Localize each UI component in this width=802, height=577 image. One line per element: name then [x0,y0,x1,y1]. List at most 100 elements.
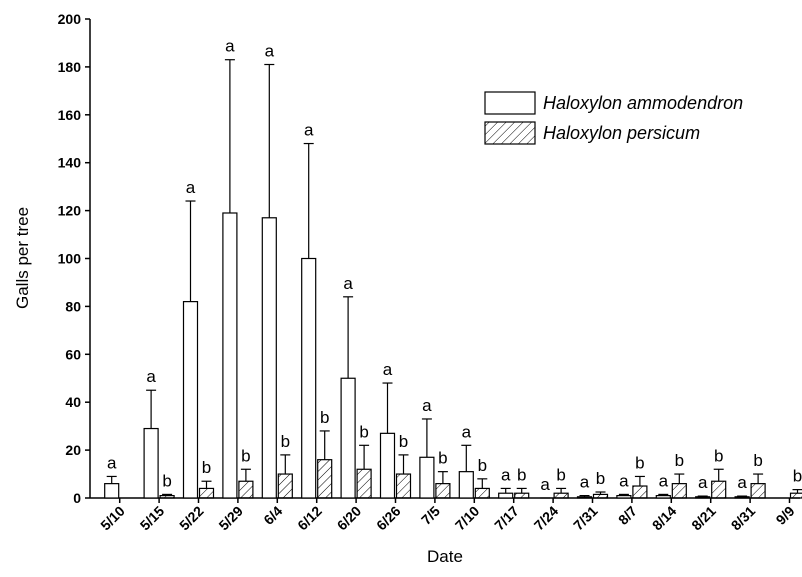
x-tick-label: 6/12 [294,503,325,534]
y-tick-label: 160 [58,107,82,123]
y-tick-label: 200 [58,11,82,27]
bar [397,474,411,498]
x-tick-label: 7/31 [570,503,601,534]
bar [239,481,253,498]
significance-letter: a [146,367,156,386]
x-axis-label: Date [427,547,463,566]
bar [144,429,158,498]
significance-letter: a [304,121,314,140]
legend-label: Haloxylon ammodendron [543,93,743,113]
significance-letter: a [422,396,432,415]
x-tick-label: 8/31 [728,503,759,534]
y-tick-label: 120 [58,203,82,219]
bar [160,496,174,498]
bar [357,469,371,498]
significance-letter: a [659,471,669,490]
y-tick-label: 140 [58,155,82,171]
bar [554,493,568,498]
x-tick-label: 7/17 [491,503,522,534]
bar [751,484,765,498]
y-tick-label: 60 [65,346,81,362]
x-tick-label: 7/24 [531,503,562,534]
y-axis-label: Galls per tree [13,207,32,309]
bar [436,484,450,498]
significance-letter: a [265,42,275,61]
significance-letter: b [399,432,408,451]
significance-letter: a [580,473,590,492]
significance-letter: a [186,178,196,197]
x-tick-label: 9/9 [773,503,798,528]
bar [302,259,316,499]
y-tick-label: 80 [65,298,81,314]
significance-letter: b [517,465,526,484]
x-tick-label: 7/5 [418,503,443,528]
bar [200,488,214,498]
significance-letter: b [753,451,762,470]
bar [656,496,670,498]
significance-letter: a [107,453,117,472]
bar [381,433,395,498]
y-tick-label: 0 [73,490,81,506]
bar [633,486,647,498]
x-tick-label: 5/22 [176,503,207,534]
bar [105,484,119,498]
significance-letter: a [540,475,550,494]
x-tick-label: 6/20 [334,503,365,534]
x-tick-label: 7/10 [452,503,483,534]
significance-letter: a [225,37,235,56]
bar [341,378,355,498]
significance-letter: a [619,471,629,490]
y-tick-label: 20 [65,442,81,458]
significance-letter: a [698,473,708,492]
significance-letter: a [462,422,472,441]
legend-swatch [485,122,535,144]
bar [262,218,276,498]
significance-letter: b [675,451,684,470]
significance-letter: b [320,408,329,427]
bar [617,496,631,498]
bar [420,457,434,498]
x-tick-label: 8/7 [615,503,640,528]
bar [499,493,513,498]
significance-letter: b [438,449,447,468]
bar [475,488,489,498]
significance-letter: b [635,453,644,472]
y-tick-label: 40 [65,394,81,410]
legend-swatch [485,92,535,114]
significance-letter: b [478,456,487,475]
significance-letter: a [343,274,353,293]
significance-letter: b [556,465,565,484]
bar [791,493,802,498]
significance-letter: b [162,471,171,490]
bar [459,472,473,498]
bar [184,302,198,498]
bar [712,481,726,498]
significance-letter: b [714,446,723,465]
y-tick-label: 180 [58,59,82,75]
significance-letter: a [737,473,747,492]
x-tick-label: 6/26 [373,503,404,534]
bar [735,497,749,498]
bar [278,474,292,498]
bar [515,493,529,498]
x-tick-label: 8/21 [688,503,719,534]
significance-letter: b [202,458,211,477]
y-tick-label: 100 [58,251,82,267]
bar [672,484,686,498]
significance-letter: b [793,467,802,486]
significance-letter: b [241,446,250,465]
significance-letter: b [281,432,290,451]
x-tick-label: 6/4 [260,503,285,528]
bar [578,497,592,498]
bar [594,494,608,498]
bar [223,213,237,498]
bar [696,497,710,498]
x-tick-label: 8/14 [649,503,680,534]
significance-letter: b [359,422,368,441]
significance-letter: a [501,465,511,484]
x-tick-label: 5/15 [137,503,168,534]
x-tick-label: 5/29 [215,503,246,534]
significance-letter: b [596,469,605,488]
significance-letter: a [383,360,393,379]
